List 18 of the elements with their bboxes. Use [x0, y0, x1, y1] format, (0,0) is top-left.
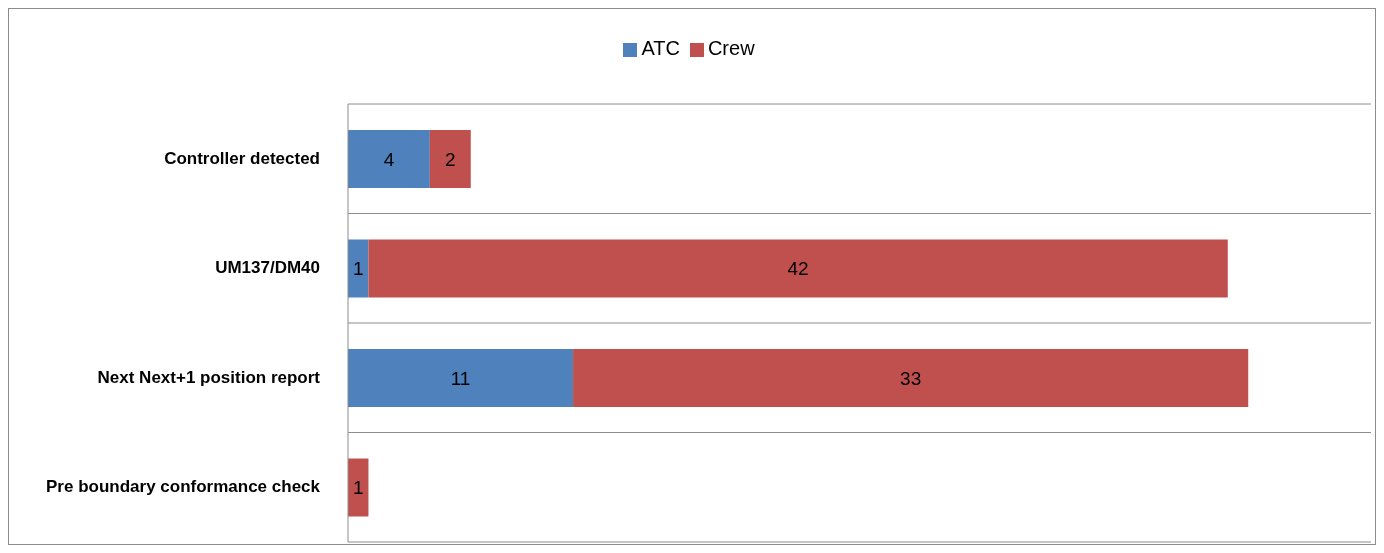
- bar: [348, 130, 430, 188]
- bar: [368, 239, 1228, 298]
- y-tick-label: Controller detected: [164, 148, 320, 168]
- data-label: 42: [787, 258, 809, 280]
- bar: [573, 349, 1249, 407]
- y-tick-label: Pre boundary conformance check: [46, 477, 321, 497]
- bar: [348, 349, 574, 407]
- data-label: 1: [352, 258, 364, 280]
- data-label: 33: [900, 367, 922, 389]
- bar: [429, 130, 471, 188]
- data-label: 1: [352, 477, 364, 499]
- legend-label: ATC: [641, 37, 680, 59]
- y-tick-label: Next Next+1 position report: [97, 367, 321, 387]
- legend-label: Crew: [707, 37, 755, 59]
- data-label: 11: [450, 367, 471, 389]
- data-label: 2: [445, 148, 456, 170]
- y-tick-label: UM137/DM40: [215, 258, 320, 278]
- data-label: 4: [383, 148, 395, 170]
